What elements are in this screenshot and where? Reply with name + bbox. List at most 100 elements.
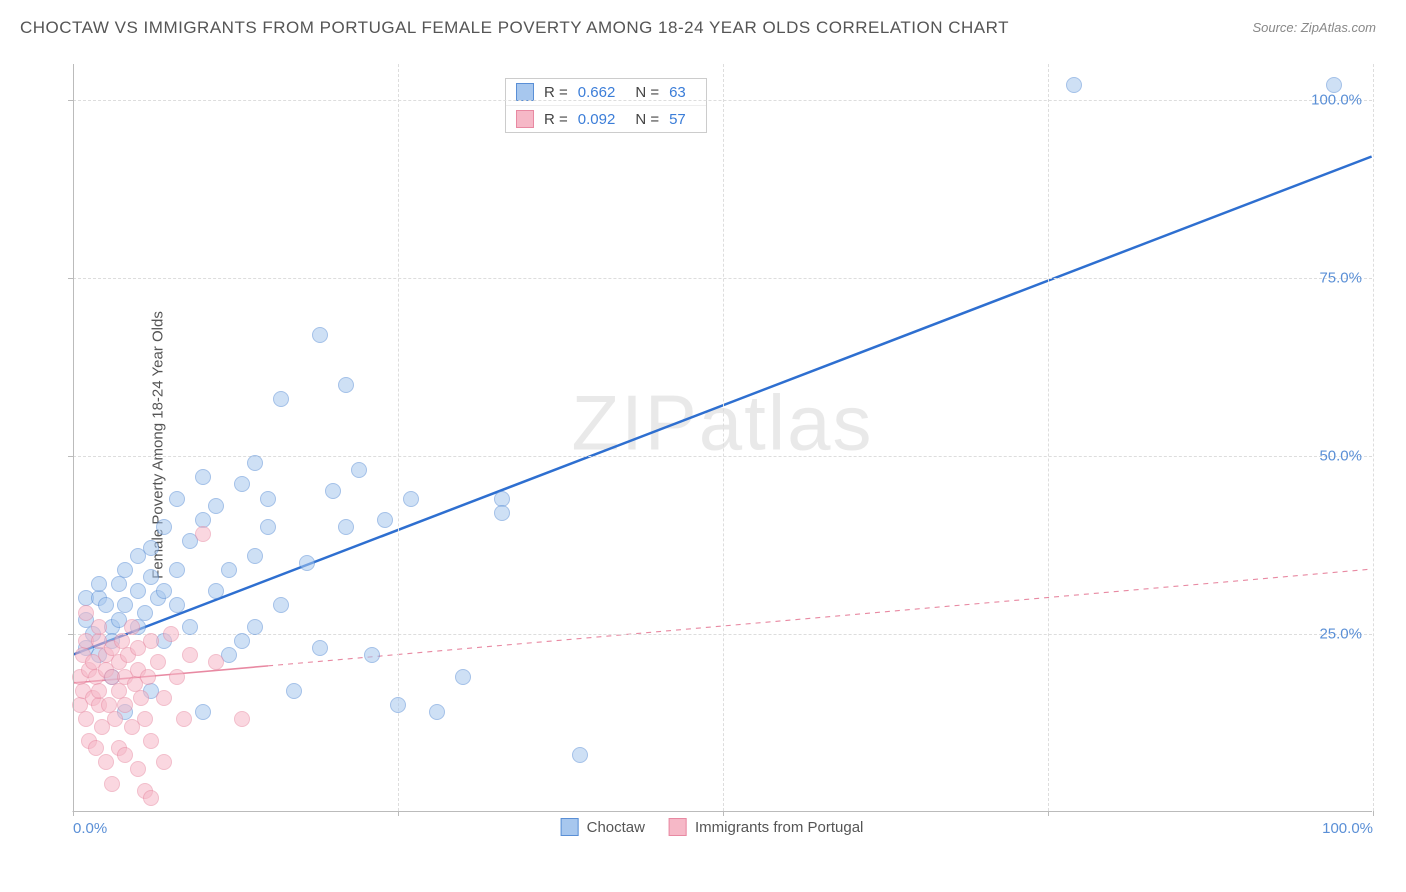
data-point xyxy=(182,647,198,663)
stat-r-value: 0.092 xyxy=(578,111,616,128)
stat-r-label: R = xyxy=(544,111,568,128)
x-tick-label: 100.0% xyxy=(1322,820,1373,837)
data-point xyxy=(195,526,211,542)
data-point xyxy=(143,569,159,585)
data-point xyxy=(273,597,289,613)
data-point xyxy=(156,519,172,535)
y-tick-mark xyxy=(68,456,73,457)
data-point xyxy=(234,633,250,649)
data-point xyxy=(169,669,185,685)
legend-label: Immigrants from Portugal xyxy=(695,819,863,836)
data-point xyxy=(104,776,120,792)
legend-swatch xyxy=(669,818,687,836)
data-point xyxy=(182,619,198,635)
data-point xyxy=(169,491,185,507)
data-point xyxy=(88,740,104,756)
stat-n-value: 63 xyxy=(669,84,686,101)
data-point xyxy=(234,711,250,727)
data-point xyxy=(364,647,380,663)
data-point xyxy=(286,683,302,699)
legend-item: Choctaw xyxy=(561,818,645,836)
y-tick-label: 25.0% xyxy=(1319,625,1362,642)
legend-swatch xyxy=(516,110,534,128)
data-point xyxy=(98,597,114,613)
stat-r-value: 0.662 xyxy=(578,84,616,101)
data-point xyxy=(195,704,211,720)
stats-legend-row: R =0.092N =57 xyxy=(506,105,706,132)
data-point xyxy=(124,619,140,635)
data-point xyxy=(234,476,250,492)
data-point xyxy=(247,455,263,471)
x-tick-mark xyxy=(1373,811,1374,816)
data-point xyxy=(91,683,107,699)
stats-legend-row: R = 0.662 N = 63 xyxy=(506,79,706,105)
data-point xyxy=(312,640,328,656)
data-point xyxy=(143,540,159,556)
data-point xyxy=(91,576,107,592)
data-point xyxy=(111,576,127,592)
x-tick-mark xyxy=(1048,811,1049,816)
x-tick-label: 0.0% xyxy=(73,820,107,837)
data-point xyxy=(107,711,123,727)
data-point xyxy=(169,562,185,578)
y-tick-label: 50.0% xyxy=(1319,447,1362,464)
data-point xyxy=(429,704,445,720)
stat-n-value: 57 xyxy=(669,111,686,128)
legend-swatch xyxy=(516,83,534,101)
data-point xyxy=(572,747,588,763)
data-point xyxy=(1326,77,1342,93)
data-point xyxy=(163,626,179,642)
data-point xyxy=(156,690,172,706)
data-point xyxy=(117,562,133,578)
gridline-v xyxy=(723,64,724,811)
data-point xyxy=(117,697,133,713)
x-tick-mark xyxy=(723,811,724,816)
data-point xyxy=(299,555,315,571)
data-point xyxy=(338,377,354,393)
legend-swatch xyxy=(561,818,579,836)
data-point xyxy=(133,690,149,706)
data-point xyxy=(221,562,237,578)
data-point xyxy=(247,619,263,635)
data-point xyxy=(156,583,172,599)
data-point xyxy=(273,391,289,407)
data-point xyxy=(78,605,94,621)
chart-container: Female Poverty Among 18-24 Year Olds ZIP… xyxy=(42,50,1382,840)
data-point xyxy=(156,754,172,770)
data-point xyxy=(377,512,393,528)
x-tick-mark xyxy=(398,811,399,816)
data-point xyxy=(78,711,94,727)
stat-r-label: R = xyxy=(544,84,568,101)
plot-area: ZIPatlas R =0.662N =63R =0.092N =57 25.0… xyxy=(72,64,1372,812)
y-tick-label: 75.0% xyxy=(1319,269,1362,286)
legend-item: Immigrants from Portugal xyxy=(669,818,863,836)
data-point xyxy=(494,505,510,521)
data-point xyxy=(169,597,185,613)
data-point xyxy=(140,669,156,685)
data-point xyxy=(247,548,263,564)
data-point xyxy=(208,498,224,514)
stat-n-label: N = xyxy=(635,84,659,101)
data-point xyxy=(338,519,354,535)
data-point xyxy=(117,747,133,763)
data-point xyxy=(325,483,341,499)
data-point xyxy=(208,583,224,599)
data-point xyxy=(208,654,224,670)
data-point xyxy=(150,654,166,670)
data-point xyxy=(143,633,159,649)
data-point xyxy=(195,469,211,485)
x-tick-mark xyxy=(73,811,74,816)
y-tick-mark xyxy=(68,100,73,101)
series-legend: Choctaw Immigrants from Portugal xyxy=(561,818,864,836)
data-point xyxy=(130,583,146,599)
data-point xyxy=(137,605,153,621)
data-point xyxy=(130,761,146,777)
data-point xyxy=(98,754,114,770)
data-point xyxy=(390,697,406,713)
regression-line-dashed xyxy=(268,569,1372,666)
data-point xyxy=(1066,77,1082,93)
data-point xyxy=(260,519,276,535)
data-point xyxy=(176,711,192,727)
legend-label: Choctaw xyxy=(587,819,645,836)
chart-title: CHOCTAW VS IMMIGRANTS FROM PORTUGAL FEMA… xyxy=(20,18,1009,38)
